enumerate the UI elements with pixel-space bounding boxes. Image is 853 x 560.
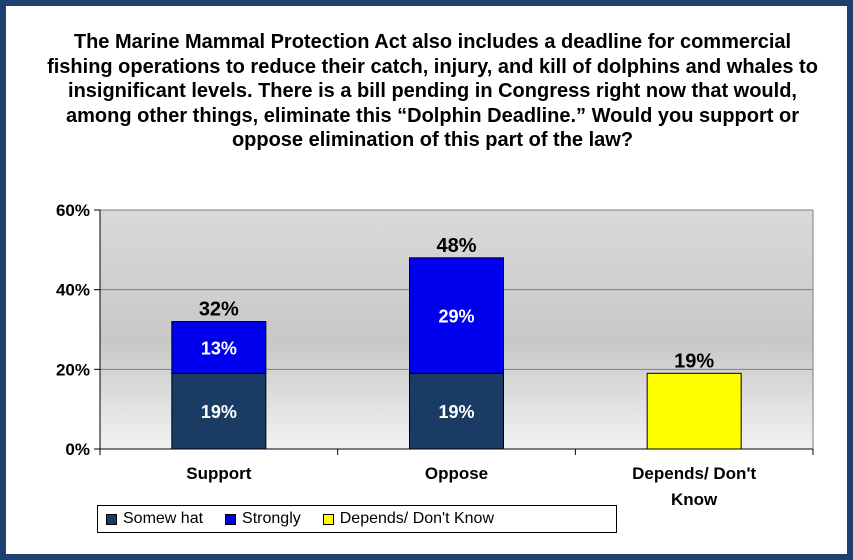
bar-segment: [646, 372, 742, 450]
x-axis: Support Oppose Depends/ Don't Know: [99, 448, 814, 509]
bars: 19% 13% 32% 19% 29% 48% 19%: [171, 235, 742, 450]
total-label: 19%: [674, 350, 714, 372]
y-tick-label: 0%: [65, 440, 90, 459]
legend-swatch: [322, 513, 334, 525]
legend: Somew hat Strongly Depends/ Don't Know: [97, 505, 617, 533]
bar-segment: [171, 372, 267, 450]
y-tick-label: 20%: [56, 360, 90, 379]
bar-segment: [409, 257, 504, 374]
total-label: 48%: [436, 235, 476, 257]
x-tick-label: Depends/ Don't Know: [632, 464, 756, 509]
x-tick-label: Oppose: [425, 464, 488, 483]
legend-label: Somew hat: [123, 510, 204, 527]
legend-label: Depends/ Don't Know: [339, 510, 495, 527]
bar-segment: [171, 321, 267, 374]
legend-item: Strongly: [225, 510, 301, 528]
bar-segment: [409, 372, 504, 450]
total-label: 32%: [199, 299, 239, 321]
legend-swatch: [225, 513, 237, 525]
x-tick-label: Support: [186, 464, 251, 483]
legend-label: Strongly: [242, 510, 301, 527]
legend-swatch: [106, 513, 117, 525]
chart-title: The Marine Mammal Protection Act also in…: [47, 31, 818, 151]
y-tick-label: 40%: [56, 281, 90, 300]
segment-label: 19%: [438, 402, 474, 422]
segment-label: 29%: [438, 307, 474, 327]
segment-label: 13%: [201, 338, 237, 358]
y-axis: 0% 20% 40% 60%: [56, 201, 101, 459]
segment-label: 19%: [201, 402, 237, 422]
legend-item: Somew hat: [106, 510, 203, 528]
legend-item: Depends/ Don't Know: [322, 510, 495, 528]
y-tick-label: 60%: [56, 201, 90, 220]
